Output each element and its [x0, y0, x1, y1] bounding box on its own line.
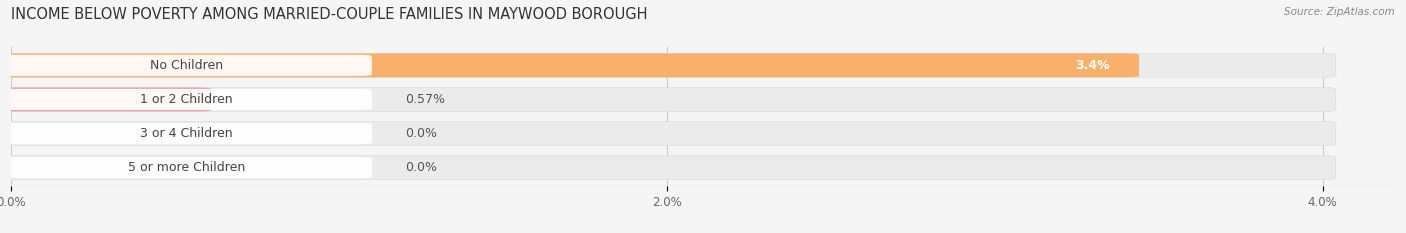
FancyBboxPatch shape — [0, 88, 211, 111]
FancyBboxPatch shape — [1, 89, 371, 110]
FancyBboxPatch shape — [1, 123, 371, 144]
Text: 3.4%: 3.4% — [1076, 59, 1109, 72]
Text: INCOME BELOW POVERTY AMONG MARRIED-COUPLE FAMILIES IN MAYWOOD BOROUGH: INCOME BELOW POVERTY AMONG MARRIED-COUPL… — [11, 7, 648, 22]
Text: Source: ZipAtlas.com: Source: ZipAtlas.com — [1284, 7, 1395, 17]
Text: 0.57%: 0.57% — [405, 93, 444, 106]
FancyBboxPatch shape — [1, 55, 371, 76]
Text: No Children: No Children — [150, 59, 224, 72]
Text: 3 or 4 Children: 3 or 4 Children — [141, 127, 233, 140]
Text: 0.0%: 0.0% — [405, 127, 437, 140]
Text: 5 or more Children: 5 or more Children — [128, 161, 245, 174]
FancyBboxPatch shape — [0, 122, 1336, 145]
FancyBboxPatch shape — [0, 156, 1336, 180]
FancyBboxPatch shape — [0, 53, 1336, 77]
FancyBboxPatch shape — [1, 157, 371, 178]
FancyBboxPatch shape — [0, 88, 1336, 111]
FancyBboxPatch shape — [0, 53, 1139, 77]
Text: 1 or 2 Children: 1 or 2 Children — [141, 93, 233, 106]
Text: 0.0%: 0.0% — [405, 161, 437, 174]
